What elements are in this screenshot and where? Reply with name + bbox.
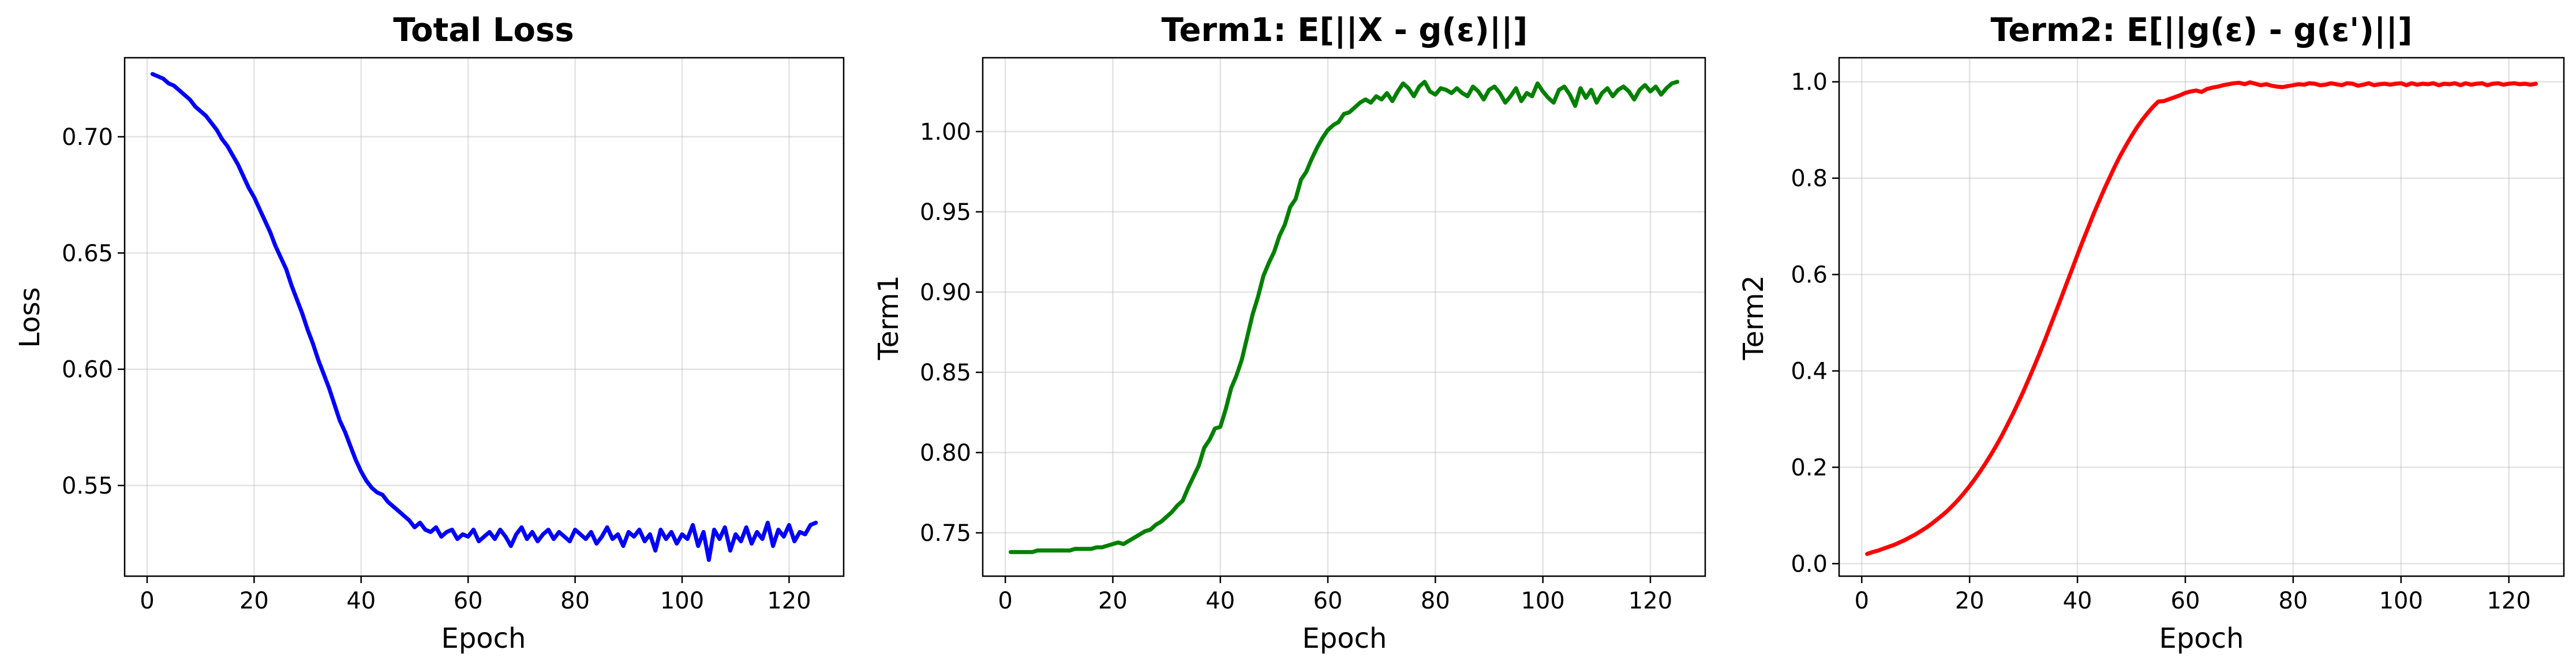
x-tick-label: 60 — [454, 588, 483, 614]
x-axis-label: Epoch — [2159, 622, 2244, 655]
x-tick-label: 120 — [767, 588, 811, 614]
series-line — [150, 72, 818, 562]
x-tick-label: 120 — [2487, 588, 2530, 614]
y-tick-label: 0.80 — [920, 440, 971, 466]
y-tick-label: 0.6 — [1791, 262, 1828, 289]
y-tick-label: 0.85 — [920, 360, 971, 386]
x-axis-label: Epoch — [441, 622, 526, 655]
y-axis-ticks: 0.55 0.60 0.65 0.70 — [62, 124, 125, 499]
grid — [983, 58, 1705, 576]
y-tick-label: 1.00 — [920, 119, 971, 145]
axes-frame — [1838, 57, 2565, 577]
panel-title: Term1: E[||X - g(ε)||] — [1162, 12, 1528, 49]
y-tick-label: 0.95 — [920, 199, 971, 226]
series-line — [1008, 80, 1680, 554]
y-axis-label: Loss — [14, 287, 46, 348]
x-tick-label: 40 — [2063, 588, 2092, 614]
y-tick-label: 0.55 — [62, 473, 113, 499]
x-tick-label: 0 — [998, 588, 1012, 614]
y-axis-ticks: 0.0 0.2 0.4 0.6 0.8 1.0 — [1791, 69, 1839, 577]
plot-area — [1008, 80, 1680, 554]
axes-frame — [123, 57, 845, 577]
y-tick-label: 0.0 — [1791, 551, 1828, 577]
x-tick-label: 40 — [1205, 588, 1235, 614]
y-tick-label: 0.4 — [1791, 358, 1828, 384]
y-tick-label: 0.2 — [1791, 454, 1828, 481]
axes-frame — [982, 57, 1706, 577]
y-tick-label: 0.90 — [920, 279, 971, 306]
panel-total-loss: Total Loss 0 20 40 60 80 100 120 0.550.600.650… — [14, 12, 845, 655]
panel-title: Term2: E[||g(ε) - g(ε')||] — [1990, 12, 2412, 49]
x-axis-ticks: 0 20 40 60 80 100 120 — [1855, 576, 2531, 614]
panel-title: Total Loss — [393, 12, 574, 49]
x-tick-label: 60 — [2171, 588, 2200, 614]
x-tick-label: 20 — [239, 588, 269, 614]
y-tick-label: 0.75 — [920, 520, 971, 547]
series-line — [1865, 80, 2538, 557]
y-tick-label: 0.65 — [62, 240, 113, 267]
x-tick-label: 0 — [1855, 588, 1869, 614]
y-axis-label: Term2 — [1738, 275, 1770, 361]
y-tick-label: 1.0 — [1791, 69, 1828, 96]
y-axis-ticks: 0.75 0.80 0.85 0.90 0.95 1.00 — [920, 119, 983, 547]
x-tick-label: 0 — [140, 588, 154, 614]
x-tick-label: 100 — [2379, 588, 2423, 614]
panel-term2: Term2: E[||g(ε) - g(ε')||] 0 20 40 60 80 100 1… — [1738, 12, 2565, 655]
plot-area — [1865, 80, 2538, 557]
x-tick-label: 100 — [660, 588, 704, 614]
x-tick-label: 60 — [1313, 588, 1343, 614]
x-tick-label: 80 — [560, 588, 590, 614]
y-tick-label: 0.8 — [1791, 166, 1828, 192]
y-tick-label: 0.70 — [62, 124, 113, 151]
x-tick-label: 120 — [1628, 588, 1672, 614]
x-axis-ticks: 0 20 40 60 80 100 120 — [140, 576, 811, 614]
grid — [1839, 58, 2564, 576]
grid — [125, 58, 844, 576]
y-tick-label: 0.60 — [62, 357, 113, 383]
panel-term1: Term1: E[||X - g(ε)||] 0 20 40 60 80 100 120 0… — [873, 12, 1706, 655]
x-tick-label: 40 — [346, 588, 376, 614]
x-tick-label: 20 — [1955, 588, 1985, 614]
plot-area — [150, 72, 818, 562]
x-tick-label: 100 — [1521, 588, 1564, 614]
x-axis-label: Epoch — [1302, 622, 1387, 655]
y-axis-label: Term1 — [873, 275, 905, 361]
x-tick-label: 80 — [1421, 588, 1450, 614]
x-tick-label: 20 — [1098, 588, 1128, 614]
x-axis-ticks: 0 20 40 60 80 100 120 — [998, 576, 1672, 614]
x-tick-label: 80 — [2278, 588, 2308, 614]
